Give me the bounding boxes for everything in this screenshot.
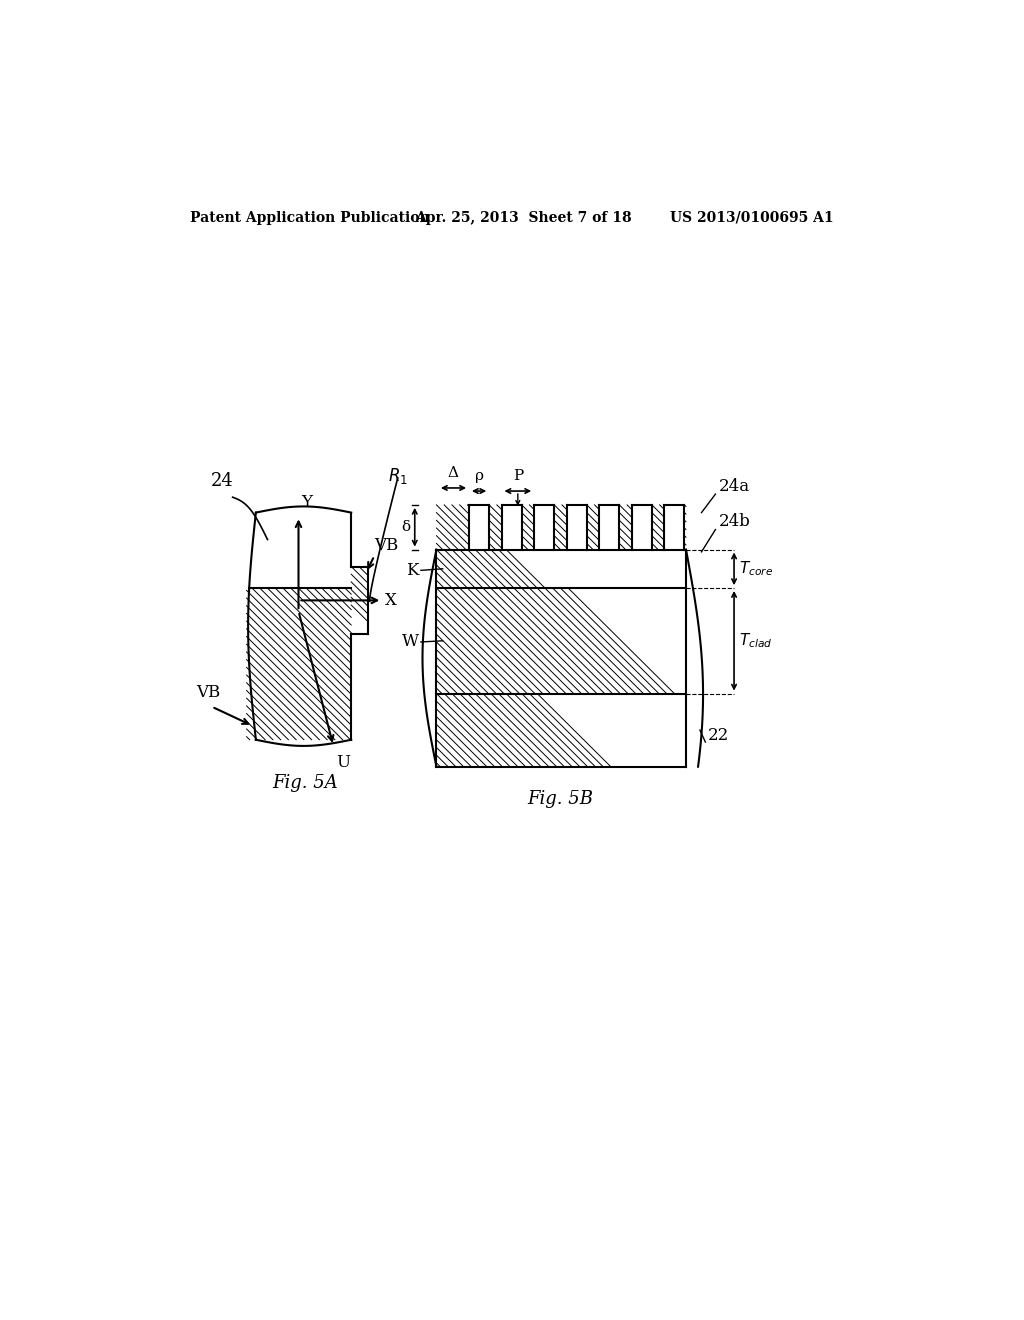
- Text: VB: VB: [375, 536, 398, 553]
- Text: $T_{clad}$: $T_{clad}$: [738, 631, 772, 651]
- Text: P: P: [513, 470, 523, 483]
- Text: ρ: ρ: [474, 470, 483, 483]
- Text: 22: 22: [708, 727, 729, 743]
- Text: US 2013/0100695 A1: US 2013/0100695 A1: [671, 211, 835, 224]
- Text: W: W: [401, 634, 419, 651]
- Text: $R_1$: $R_1$: [388, 466, 408, 486]
- Text: 24: 24: [211, 471, 233, 490]
- Text: VB: VB: [197, 684, 220, 701]
- Text: K: K: [407, 562, 419, 579]
- Text: X: X: [385, 591, 397, 609]
- Text: Y: Y: [301, 494, 312, 511]
- Text: Fig. 5B: Fig. 5B: [527, 789, 594, 808]
- Text: U: U: [336, 754, 350, 771]
- Text: δ: δ: [401, 520, 411, 535]
- Text: Fig. 5A: Fig. 5A: [271, 775, 338, 792]
- Text: Δ: Δ: [447, 466, 458, 480]
- Text: Apr. 25, 2013  Sheet 7 of 18: Apr. 25, 2013 Sheet 7 of 18: [415, 211, 632, 224]
- Text: $T_{core}$: $T_{core}$: [738, 560, 773, 578]
- Text: Patent Application Publication: Patent Application Publication: [190, 211, 430, 224]
- Text: 24b: 24b: [719, 513, 751, 531]
- Text: 24a: 24a: [719, 478, 750, 495]
